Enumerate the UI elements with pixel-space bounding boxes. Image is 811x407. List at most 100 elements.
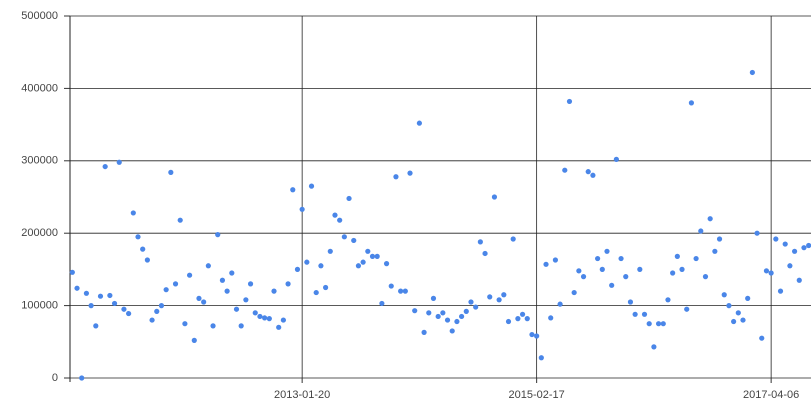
point [290, 187, 296, 193]
point [351, 237, 357, 244]
point [707, 216, 713, 222]
point [158, 303, 165, 309]
point [777, 288, 784, 294]
point [515, 316, 521, 322]
point [473, 304, 479, 310]
point [93, 323, 99, 329]
point [440, 310, 446, 316]
y-tick-label: 500000 [21, 10, 58, 22]
point [510, 236, 516, 242]
point [421, 329, 427, 335]
point [796, 277, 802, 283]
point [407, 170, 413, 176]
point [735, 310, 741, 316]
point [121, 306, 127, 312]
point [313, 289, 319, 296]
point [491, 194, 498, 200]
point [613, 156, 619, 162]
point [186, 272, 193, 278]
point [299, 206, 305, 212]
point [285, 281, 291, 287]
point [215, 232, 221, 238]
point [163, 287, 169, 293]
point [332, 212, 338, 218]
point [126, 310, 132, 317]
point [322, 284, 329, 291]
point [459, 313, 465, 320]
point [191, 337, 197, 343]
point [398, 288, 404, 294]
point [688, 100, 695, 106]
point [294, 266, 301, 272]
point [149, 317, 155, 323]
point [266, 316, 272, 322]
point [454, 318, 460, 325]
point [637, 266, 643, 272]
point [233, 306, 240, 312]
point [562, 167, 568, 173]
point [468, 299, 474, 305]
point [341, 234, 347, 240]
point [674, 253, 680, 259]
point [590, 172, 596, 178]
point [280, 317, 286, 323]
point [318, 263, 324, 269]
point [698, 228, 704, 234]
point [618, 255, 624, 262]
point [412, 308, 418, 314]
point [210, 323, 216, 329]
point [806, 242, 811, 249]
point [463, 308, 469, 314]
point [243, 297, 249, 303]
point [154, 308, 160, 314]
point [196, 295, 202, 301]
y-tick-label: 100000 [21, 300, 58, 312]
point [580, 274, 587, 280]
point [576, 268, 582, 274]
point [219, 277, 226, 283]
point [172, 281, 179, 287]
point [749, 69, 755, 76]
point [111, 300, 118, 307]
point [177, 217, 183, 223]
point [665, 297, 671, 303]
point [355, 263, 362, 269]
point [548, 315, 554, 321]
point [238, 323, 244, 329]
point [130, 210, 136, 216]
point [107, 292, 113, 299]
point [768, 270, 774, 276]
point [374, 253, 380, 259]
point [304, 259, 310, 265]
y-tick-label: 400000 [21, 82, 58, 94]
point [721, 292, 727, 298]
point [496, 297, 502, 303]
point [182, 321, 188, 327]
point [655, 321, 662, 327]
point [144, 257, 150, 263]
point [740, 317, 746, 323]
point [477, 239, 483, 245]
point [632, 311, 638, 317]
point [229, 270, 235, 276]
point [435, 313, 441, 320]
point [712, 248, 718, 254]
point [670, 270, 676, 276]
point [595, 255, 601, 262]
point [501, 292, 507, 298]
point [168, 169, 174, 175]
point [524, 316, 530, 322]
point [402, 288, 408, 294]
point [369, 253, 376, 259]
point [482, 250, 488, 257]
point [426, 310, 432, 316]
point [430, 295, 437, 301]
point [641, 311, 648, 317]
point [763, 268, 770, 274]
x-tick-label: 2013-01-20 [274, 389, 330, 401]
point [731, 318, 737, 325]
point [787, 263, 793, 269]
point [388, 283, 394, 289]
point [726, 303, 732, 309]
